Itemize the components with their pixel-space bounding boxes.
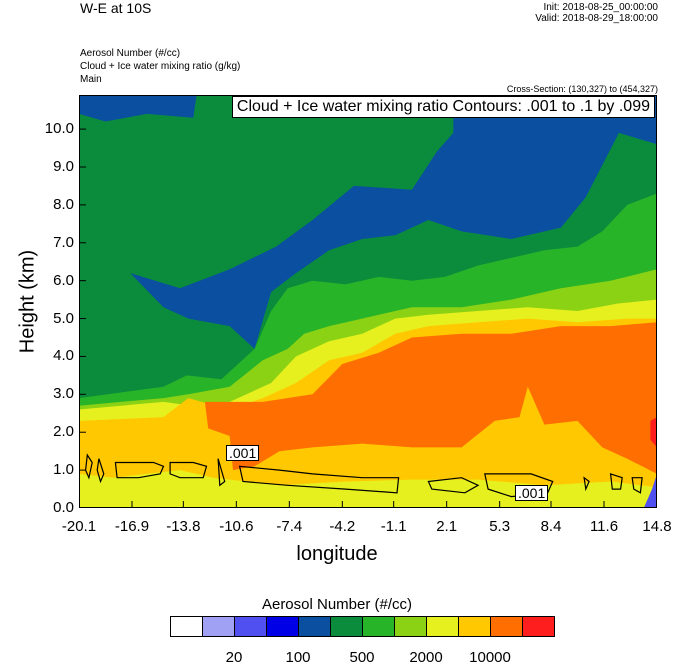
- heatmap-plot: [79, 95, 657, 508]
- colorbar-swatch-4: [298, 616, 331, 637]
- heatmap-region-8: [204, 322, 657, 474]
- y-tick-label: 2.0: [53, 423, 74, 441]
- colorbar-label: 10000: [469, 649, 511, 666]
- heatmap-region-11: [643, 473, 657, 508]
- plot-frame: [79, 95, 657, 508]
- plot-area: Cloud + Ice water mixing ratio Contours:…: [79, 95, 657, 508]
- init-time: Init: 2018-08-25_00:00:00: [543, 2, 658, 13]
- colorbar: [170, 616, 555, 637]
- contour-line-0: [84, 453, 93, 480]
- x-tick-label: 14.8: [642, 518, 672, 535]
- heatmap-region-3: [123, 163, 238, 228]
- colorbar-swatch-2: [234, 616, 267, 637]
- heatmap-region-1: [130, 95, 657, 349]
- colorbar-swatch-11: [522, 616, 555, 637]
- y-tick-label: 4.0: [53, 347, 74, 365]
- heatmap-region-2: [79, 95, 197, 122]
- y-tick-label: 0.0: [53, 499, 74, 516]
- y-tick-label: 1.0: [53, 461, 74, 479]
- contour-line-2: [114, 461, 165, 479]
- contour-info-label: Cloud + Ice water mixing ratio Contours:…: [231, 96, 655, 118]
- x-tick-label: 2.1: [436, 518, 458, 535]
- x-tick-label: 8.4: [540, 518, 562, 535]
- contour-line-8: [583, 476, 590, 492]
- colorbar-swatch-1: [202, 616, 235, 637]
- field-name-cloud: Cloud + Ice water mixing ratio (g/kg): [80, 61, 241, 72]
- x-tick-label: -13.8: [166, 518, 201, 535]
- cross-section-label: Cross-Section: (130,327) to (454,327): [506, 84, 658, 94]
- colorbar-label: 500: [349, 649, 375, 666]
- chart-title: W-E at 10S: [80, 0, 152, 16]
- colorbar-swatch-7: [394, 616, 427, 637]
- field-name-main: Main: [80, 74, 102, 85]
- x-tick-label: -10.6: [219, 518, 254, 535]
- y-tick-label: 10.0: [44, 120, 74, 138]
- x-axis-label: longitude: [296, 543, 378, 565]
- y-tick-label: 6.0: [53, 271, 74, 289]
- colorbar-swatch-5: [330, 616, 363, 637]
- contour-line-5: [238, 465, 400, 494]
- y-tick-label: 9.0: [53, 157, 74, 175]
- x-tick-label: -20.1: [61, 518, 97, 535]
- colorbar-label: 20: [225, 649, 243, 666]
- contour-line-9: [609, 473, 623, 490]
- colorbar-title: Aerosol Number (#/cc): [261, 596, 413, 613]
- contour-line-label: .001: [226, 445, 260, 461]
- colorbar-label: 100: [285, 649, 311, 666]
- colorbar-swatch-10: [490, 616, 523, 637]
- contour-line-4: [217, 458, 226, 487]
- colorbar-label: 2000: [409, 649, 443, 666]
- y-tick-label: 7.0: [53, 233, 74, 251]
- colorbar-swatch-9: [458, 616, 491, 637]
- valid-time: Valid: 2018-08-29_18:00:00: [535, 13, 658, 24]
- colorbar-swatch-6: [362, 616, 395, 637]
- contour-line-3: [169, 461, 208, 479]
- contour-line-1: [96, 458, 105, 484]
- contour-line-6: [427, 477, 480, 494]
- colorbar-swatch-3: [266, 616, 299, 637]
- contour-line-10: [631, 477, 643, 494]
- heatmap-region-10: [650, 417, 657, 448]
- field-name-aerosol: Aerosol Number (#/cc): [80, 48, 181, 59]
- x-tick-label: -1.1: [380, 518, 407, 535]
- x-tick-label: -7.4: [276, 518, 303, 535]
- y-axis-label: Height (km): [16, 249, 39, 354]
- colorbar-swatch-8: [426, 616, 459, 637]
- y-tick-label: 5.0: [53, 309, 74, 327]
- y-tick-label: 8.0: [53, 195, 74, 213]
- x-tick-label: 5.3: [489, 518, 511, 535]
- heatmap-region-9: [79, 470, 657, 508]
- y-tick-label: 3.0: [53, 385, 74, 403]
- x-tick-label: -16.9: [114, 518, 150, 535]
- x-tick-label: -4.2: [329, 518, 356, 535]
- colorbar-swatch-0: [170, 616, 203, 637]
- x-tick-label: 11.6: [589, 518, 619, 535]
- contour-line-label: .001: [515, 485, 549, 501]
